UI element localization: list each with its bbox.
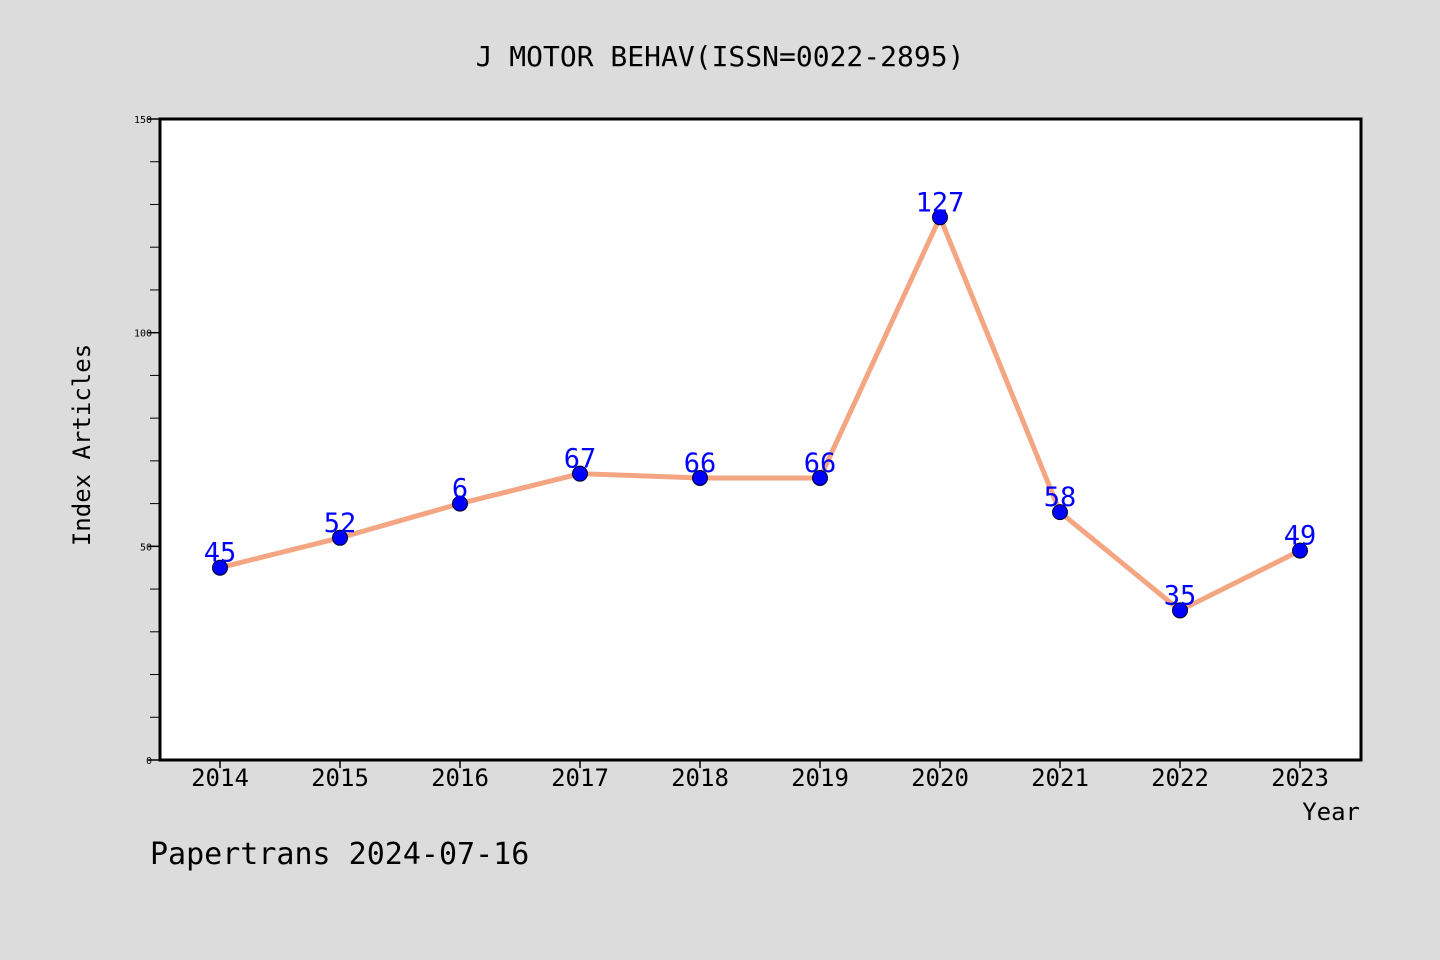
x-tick-label: 2015: [311, 764, 369, 792]
data-label: 6: [452, 474, 468, 505]
plot-area: [160, 119, 1361, 760]
x-tick-label: 2022: [1151, 764, 1209, 792]
x-tick-label: 2016: [431, 764, 489, 792]
data-point: [1052, 504, 1068, 521]
chart-title: J MOTOR BEHAV(ISSN=0022-2895): [476, 40, 965, 73]
data-point: [572, 465, 588, 482]
data-label: 49: [1284, 521, 1317, 552]
x-tick-label: 2017: [551, 764, 609, 792]
data-point: [1292, 542, 1308, 559]
data-label: 67: [564, 444, 597, 475]
series-index-articles: 45 52 6 67 66 66 127 58 35 49: [204, 187, 1317, 619]
y-tick-label: 150: [134, 115, 152, 126]
x-tick-label: 2020: [911, 764, 969, 792]
footer-credit: Papertrans 2024-07-16: [150, 837, 529, 872]
x-axis: 2014 2015 2016 2017 2018 2019 2020 2021 2022 2023: [191, 760, 1329, 792]
data-label: 35: [1164, 580, 1197, 611]
y-tick-label: 50: [140, 542, 152, 553]
data-label: 45: [204, 538, 237, 569]
data-point: [452, 495, 468, 512]
x-tick-label: 2014: [191, 764, 249, 792]
x-tick-label: 2019: [791, 764, 849, 792]
y-tick-label: 0: [146, 756, 152, 767]
data-point: [812, 469, 828, 486]
series-line: [217, 214, 1303, 613]
data-point: [692, 469, 708, 486]
y-tick-label: 100: [134, 329, 152, 340]
plot-frame: [158, 117, 1363, 762]
x-tick-label: 2018: [671, 764, 729, 792]
y-axis-label: Index Articles: [68, 344, 96, 546]
x-tick-label: 2021: [1031, 764, 1089, 792]
data-label: 52: [324, 508, 357, 539]
x-axis-label: Year: [1302, 798, 1360, 826]
data-point: [212, 559, 228, 576]
x-tick-label: 2023: [1271, 764, 1329, 792]
data-point: [932, 209, 948, 226]
y-axis: 0 50 100 150: [134, 115, 160, 767]
data-label: 66: [684, 448, 717, 479]
data-point: [1172, 602, 1188, 619]
data-point: [332, 529, 348, 546]
data-label: 127: [916, 187, 965, 218]
data-label: 58: [1044, 482, 1077, 513]
data-label: 66: [804, 448, 837, 479]
